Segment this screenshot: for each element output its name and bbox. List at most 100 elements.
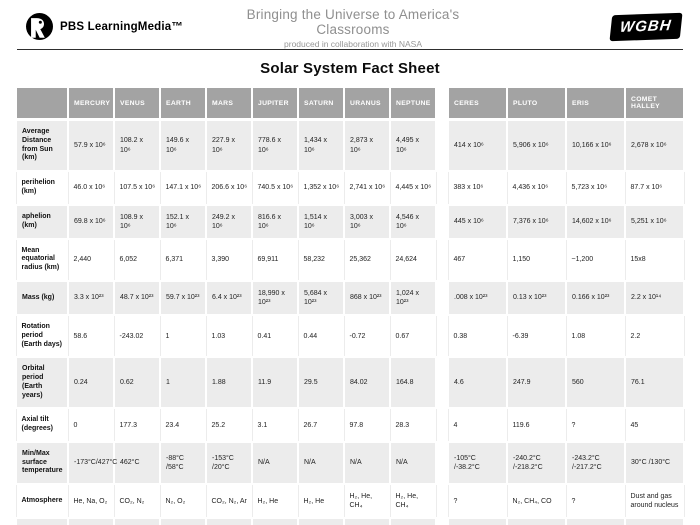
value-cell: 1,434 x 10⁶ — [297, 118, 345, 172]
table-gap — [436, 315, 448, 358]
value-cell: 3.3 x 10²³ — [67, 279, 115, 317]
value-cell: 59.7 x 10²³ — [159, 279, 207, 317]
fact-table: MERCURY VENUS EARTH MARS JUPITER SATURN URANUS… — [15, 86, 685, 525]
value-cell: 227.9 x 10⁶ — [205, 118, 253, 172]
table-gap — [436, 484, 448, 519]
value-cell: 249.2 x 10⁶ — [205, 203, 253, 240]
col-header: VENUS — [113, 86, 161, 121]
value-cell: 0.67 — [389, 314, 437, 359]
col-header: URANUS — [343, 86, 391, 121]
value-cell: 58.6 — [67, 314, 115, 359]
value-cell: 152.1 x 10⁶ — [159, 203, 207, 240]
value-cell: 97.8 — [343, 407, 391, 443]
value-cell: 29.5 — [297, 356, 345, 410]
pbs-logo-icon — [26, 13, 53, 40]
value-cell: -173°C/427°C — [67, 440, 117, 486]
col-header: ERIS — [565, 86, 626, 121]
table-row: Mean equatorial radius (km) 2,440 6,052 6,3… — [15, 237, 685, 282]
value-cell: 3.1 — [251, 407, 299, 443]
value-cell: 2,741 x 10⁶ — [343, 170, 391, 206]
value-cell: .008 x 10²³ — [447, 279, 508, 317]
value-cell: 1.88 — [205, 356, 253, 410]
col-header: NEPTUNE — [389, 86, 437, 121]
value-cell: 0.62 — [113, 356, 161, 410]
header-taglines: Bringing the Universe to America's Class… — [219, 7, 486, 49]
value-cell: 1 — [159, 356, 207, 410]
col-header: SATURN — [297, 86, 345, 121]
value-cell: 147.1 x 10⁶ — [159, 170, 207, 206]
value-cell: 149.6 x 10⁶ — [159, 118, 207, 172]
value-cell: 6.4 x 10²³ — [205, 279, 253, 317]
value-cell: 25.2 — [205, 407, 253, 443]
value-cell: 5 — [506, 517, 567, 525]
table-gap — [436, 119, 448, 171]
value-cell: -88°C /58°C — [159, 440, 207, 486]
value-cell: 3,390 — [205, 237, 253, 282]
value-cell: 14 — [389, 517, 437, 525]
value-cell: 0 — [67, 517, 115, 525]
value-cell: 84.02 — [343, 356, 391, 410]
value-cell: N₂, O₂ — [159, 483, 207, 520]
value-cell: 1 — [159, 517, 207, 525]
value-cell: 0.13 x 10²³ — [506, 279, 567, 317]
value-cell: 1.08 — [565, 314, 626, 359]
value-cell: 46.0 x 10⁶ — [67, 170, 115, 206]
value-cell: 816.6 x 10⁶ — [251, 203, 299, 240]
table-gap — [436, 441, 448, 485]
value-cell: -243.02 — [113, 314, 161, 359]
col-header: EARTH — [159, 86, 207, 121]
value-cell: 4,546 x 10⁶ — [389, 203, 437, 240]
value-cell: 14,602 x 10⁶ — [565, 203, 626, 240]
value-cell: N₂, CH₄, CO — [506, 483, 567, 520]
row-label: Mean equatorial radius (km) — [15, 237, 69, 282]
value-cell: 108.9 x 10⁶ — [113, 203, 161, 240]
value-cell: 62 — [297, 517, 345, 525]
value-cell: 4.6 — [447, 356, 508, 410]
value-cell: 10,166 x 10⁶ — [565, 118, 626, 172]
value-cell: 5,906 x 10⁶ — [506, 118, 567, 172]
table-gap — [436, 171, 448, 205]
value-cell: 4,436 x 10⁶ — [506, 170, 567, 206]
value-cell: 67 — [251, 517, 299, 525]
header-divider — [17, 49, 683, 50]
table-gap — [436, 408, 448, 442]
table-gap — [436, 204, 448, 239]
row-label: Axial tilt (degrees) — [15, 407, 69, 443]
value-cell: 5,723 x 10⁶ — [565, 170, 626, 206]
value-cell: 30°C /130°C — [624, 440, 685, 486]
value-cell: 18,990 x 10²³ — [251, 279, 299, 317]
value-cell: 0.41 — [251, 314, 299, 359]
pbs-logo-group: PBS LearningMedia™ — [26, 13, 219, 40]
value-cell: 0 — [624, 517, 685, 525]
value-cell: ~1,200 — [565, 237, 626, 282]
value-cell: 4 — [447, 407, 508, 443]
value-cell: -153°C /20°C — [205, 440, 253, 486]
value-cell: 0.24 — [67, 356, 115, 410]
value-cell: 1 — [565, 517, 626, 525]
value-cell: 24,624 — [389, 237, 437, 282]
value-cell: 4,495 x 10⁶ — [389, 118, 437, 172]
value-cell: 778.6 x 10⁶ — [251, 118, 299, 172]
value-cell: ? — [565, 483, 626, 520]
value-cell: CO₂, N₂ — [113, 483, 161, 520]
value-cell: 45 — [624, 407, 685, 443]
value-cell: 0.38 — [447, 314, 508, 359]
table-row: aphelion (km) 69.8 x 10⁶ 108.9 x 10⁶ 152.1 … — [15, 203, 685, 240]
value-cell: N/A — [297, 440, 345, 486]
row-label: aphelion (km) — [15, 203, 69, 240]
table-row: Min/Max surface temperature -173°C/427°C 4… — [15, 440, 685, 486]
page-header: PBS LearningMedia™ Bringing the Universe… — [0, 0, 700, 49]
col-header: CERES — [447, 86, 508, 121]
value-cell: 445 x 10⁶ — [447, 203, 508, 240]
wgbh-logo-group: WGBH — [487, 12, 682, 41]
table-gap — [436, 87, 448, 120]
table-row: Axial tilt (degrees) 0 177.3 23.4 25.2 3.1 26.… — [15, 407, 685, 443]
value-cell: N/A — [251, 440, 299, 486]
row-label: perihelion (km) — [15, 170, 69, 206]
table-row: Mass (kg) 3.3 x 10²³ 48.7 x 10²³ 59.7 x 10²… — [15, 279, 685, 317]
col-header: JUPITER — [251, 86, 299, 121]
table-gap — [436, 518, 448, 525]
value-cell: 0.44 — [297, 314, 345, 359]
wgbh-logo-icon: WGBH — [608, 12, 682, 41]
value-cell: 0 — [113, 517, 161, 525]
